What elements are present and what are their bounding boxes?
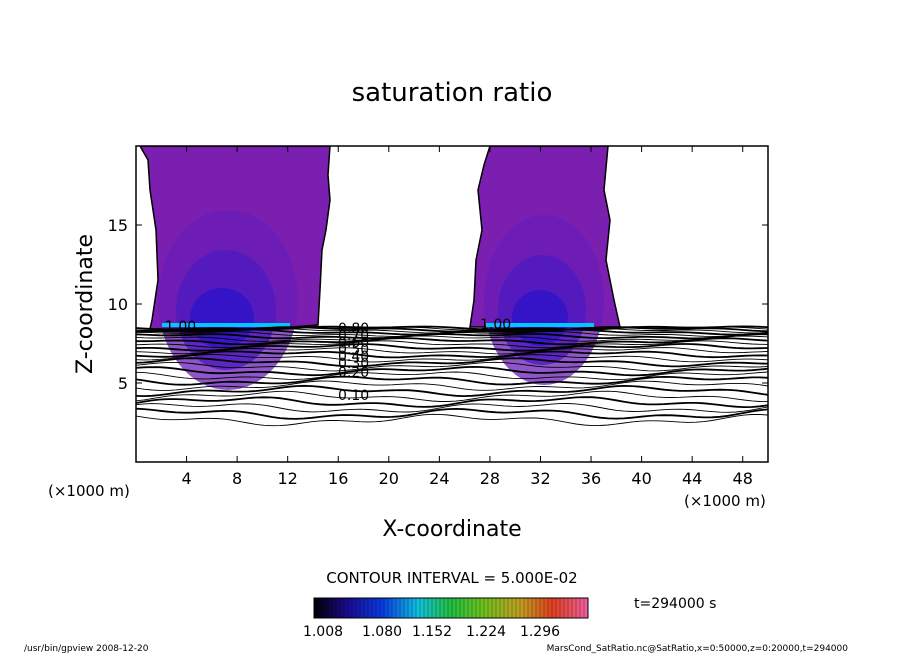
contour-line — [136, 331, 768, 337]
y-tick-label: 15 — [108, 216, 128, 235]
y-axis-label: Z-coordinate — [73, 234, 98, 374]
base-highlight-left — [162, 323, 290, 327]
contour-line — [136, 380, 768, 391]
contour-line — [136, 337, 768, 346]
core-left-3 — [190, 288, 254, 348]
contour-label: 1.00 — [480, 317, 511, 333]
colorbar-stripes — [315, 599, 585, 617]
footer-left: /usr/bin/gpview 2008-12-20 — [24, 644, 149, 654]
x-tick-label: 36 — [581, 469, 601, 488]
contour-line — [136, 390, 768, 403]
contour-interval-label: CONTOUR INTERVAL = 5.000E-02 — [326, 569, 577, 587]
x-tick-label: 4 — [181, 469, 191, 488]
contour-line — [136, 365, 768, 377]
x-axis-label: X-coordinate — [382, 517, 521, 542]
x-unit-right: (×1000 m) — [684, 492, 766, 510]
x-tick-label: 28 — [480, 469, 500, 488]
colorbar-tick: 1.152 — [412, 624, 452, 640]
contour-line — [136, 343, 768, 352]
contour-label: 0.80 — [338, 321, 369, 337]
time-label: t=294000 s — [634, 596, 716, 612]
contour-line — [136, 396, 768, 409]
contour-field — [136, 146, 768, 427]
x-tick-label: 16 — [328, 469, 348, 488]
x-unit-left: (×1000 m) — [48, 482, 130, 500]
colorbar-tick: 1.080 — [362, 624, 402, 640]
contour-label: 0.40 — [338, 349, 369, 365]
y-tick-label: 10 — [108, 295, 128, 314]
contour-line — [136, 347, 768, 355]
x-tick-label: 20 — [379, 469, 399, 488]
x-tick-label: 44 — [682, 469, 702, 488]
contour-line — [136, 407, 768, 420]
x-axis: 4 8 12 16 20 24 28 32 36 40 44 48 — [181, 146, 753, 488]
contour-line — [136, 333, 768, 340]
x-tick-label: 12 — [278, 469, 298, 488]
contour-label: 0.50 — [338, 342, 369, 358]
contour-line — [136, 371, 768, 381]
x-tick-label: 40 — [631, 469, 651, 488]
contour-line — [136, 375, 768, 386]
contour-line — [136, 340, 768, 349]
chart-title: saturation ratio — [352, 78, 553, 108]
x-tick-label: 32 — [530, 469, 550, 488]
contour-line — [136, 361, 768, 372]
contour-line — [136, 335, 768, 342]
x-tick-label: 48 — [733, 469, 753, 488]
contour-line — [136, 350, 768, 359]
colorbar-tick: 1.296 — [520, 624, 560, 640]
contour-line — [136, 354, 768, 363]
x-tick-label: 24 — [429, 469, 449, 488]
y-axis: 5 10 15 — [108, 216, 768, 393]
contour-line — [136, 403, 768, 413]
contour-label: 0.60 — [338, 335, 369, 351]
colorbar-tick: 1.008 — [303, 624, 343, 640]
colorbar — [313, 597, 589, 619]
y-tick-label: 5 — [118, 374, 128, 393]
contour-line — [136, 357, 768, 368]
contour-label: 0.70 — [338, 328, 369, 344]
contour-label: 1.00 — [165, 319, 196, 335]
base-highlight-right — [486, 323, 594, 327]
x-tick-label: 8 — [232, 469, 242, 488]
contour-label: 0.20 — [338, 365, 369, 381]
colorbar-tick: 1.224 — [466, 624, 506, 640]
contour-lines — [136, 325, 768, 427]
footer-right: MarsCond_SatRatio.nc@SatRatio,x=0:50000,… — [547, 644, 849, 654]
contour-labels: 1.00 1.00 0.20 0.10 0.80 0.70 0.60 0.50 … — [165, 317, 511, 404]
contour-line — [136, 384, 768, 398]
contour-line — [136, 413, 768, 427]
contour-label: 0.30 — [338, 356, 369, 372]
contour-label: 0.10 — [338, 388, 369, 404]
